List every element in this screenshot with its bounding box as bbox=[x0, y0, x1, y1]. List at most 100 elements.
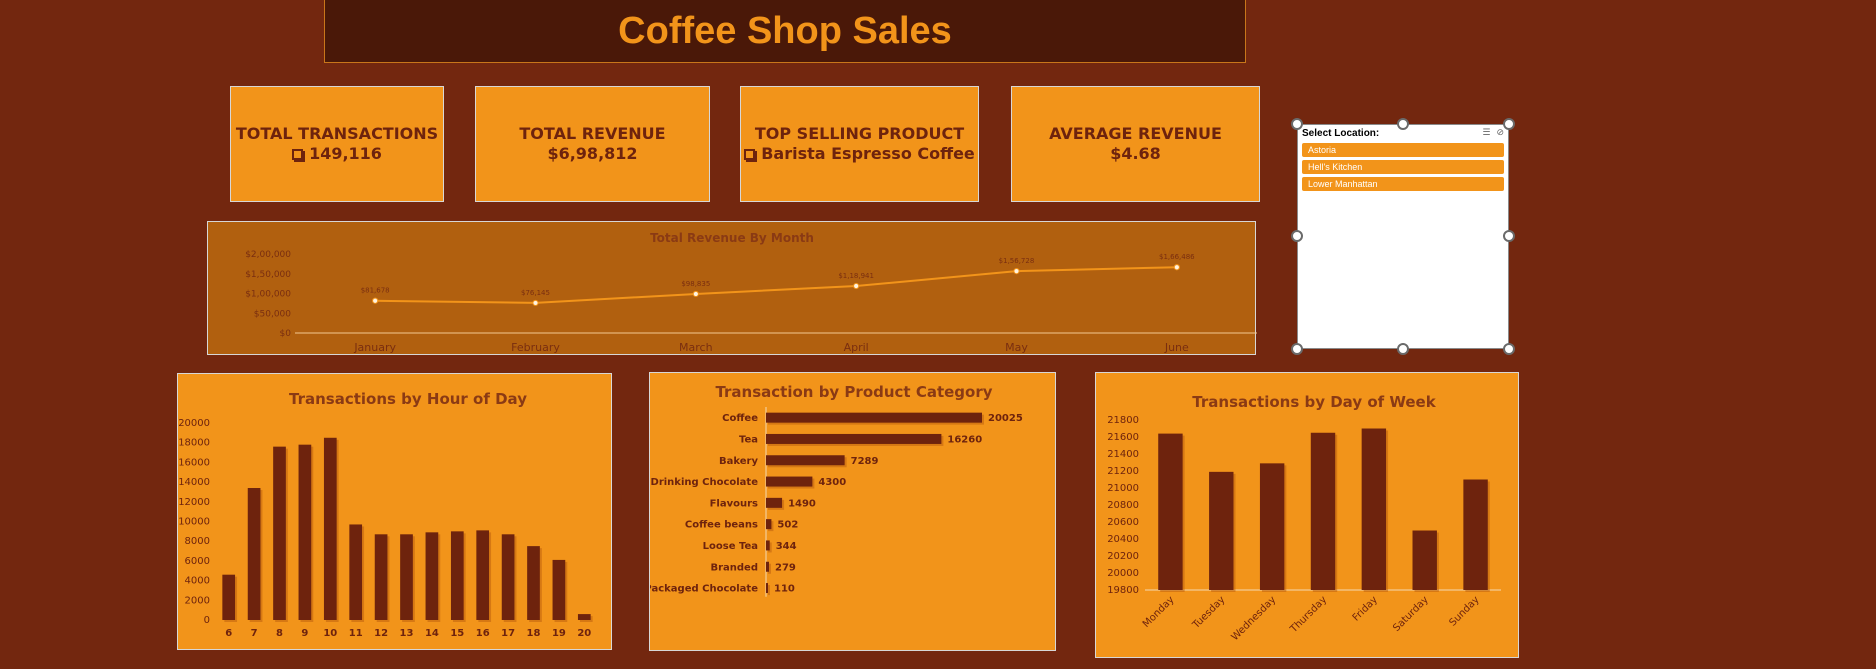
bar bbox=[1310, 432, 1336, 590]
y-tick-label: 0 bbox=[204, 615, 210, 626]
x-tick-label: Tuesday bbox=[1190, 594, 1227, 631]
data-label: 7289 bbox=[851, 456, 879, 467]
bar bbox=[222, 574, 236, 620]
y-tick-label: 20000 bbox=[1107, 568, 1139, 579]
y-tick-label: $2,00,000 bbox=[245, 250, 291, 260]
y-tick-label: 21800 bbox=[1107, 415, 1139, 426]
kpi-label: AVERAGE REVENUE bbox=[1049, 124, 1222, 143]
transactions-by-hour-svg: Transactions by Hour of Day 0 2000 4000 6000… bbox=[178, 390, 593, 639]
x-tick-label: 14 bbox=[425, 628, 439, 639]
x-tick-label: 17 bbox=[501, 628, 515, 639]
y-tick-label: 4000 bbox=[185, 576, 210, 587]
resize-handle-right[interactable] bbox=[1503, 230, 1515, 242]
data-label: $76,145 bbox=[521, 289, 550, 297]
kpi-value: 149,116 bbox=[309, 144, 382, 163]
y-tick-label: $1,50,000 bbox=[245, 270, 291, 280]
bar-shadow bbox=[768, 542, 772, 553]
x-tick-label: April bbox=[844, 341, 869, 354]
y-tick-label: 8000 bbox=[185, 536, 210, 547]
bar bbox=[323, 437, 337, 620]
bar-shadow bbox=[768, 585, 770, 596]
y-tick-label: 20400 bbox=[1107, 534, 1139, 545]
kpi-label: TOTAL REVENUE bbox=[519, 124, 666, 143]
category-label: Coffee bbox=[722, 413, 758, 424]
bar bbox=[400, 534, 413, 620]
y-tick-label: 21400 bbox=[1107, 449, 1139, 460]
x-tick-label: February bbox=[511, 341, 560, 354]
bar bbox=[766, 497, 783, 508]
data-point bbox=[692, 290, 699, 298]
x-tick-label: 20 bbox=[577, 628, 591, 639]
dashboard-title-bar: Coffee Shop Sales bbox=[324, 0, 1246, 63]
y-tick-label: 2000 bbox=[185, 595, 210, 606]
bar bbox=[476, 530, 490, 620]
bar bbox=[1259, 463, 1285, 590]
category-label: Bakery bbox=[719, 456, 758, 467]
x-tick-label: 13 bbox=[400, 628, 414, 639]
transactions-by-weekday-svg: Transactions by Day of Week 19800 20000 202… bbox=[1107, 393, 1501, 643]
resize-handle-bottom-left[interactable] bbox=[1291, 343, 1303, 355]
x-tick-label: 11 bbox=[349, 628, 363, 639]
kpi-top-selling-product: TOP SELLING PRODUCT Barista Espresso Cof… bbox=[740, 86, 979, 202]
resize-handle-left[interactable] bbox=[1291, 230, 1303, 242]
x-tick-label: 10 bbox=[323, 628, 337, 639]
x-tick-label: Wednesday bbox=[1230, 594, 1279, 643]
bar bbox=[450, 531, 464, 620]
x-tick-label: 12 bbox=[374, 628, 388, 639]
y-tick-label: $1,00,000 bbox=[245, 290, 291, 300]
bar bbox=[1158, 433, 1183, 590]
resize-handle-top-right[interactable] bbox=[1503, 118, 1515, 130]
category-label: Loose Tea bbox=[703, 541, 758, 552]
resize-handle-top[interactable] bbox=[1397, 118, 1409, 130]
x-tick-label: Friday bbox=[1351, 594, 1380, 623]
kpi-value: $4.68 bbox=[1110, 144, 1161, 163]
bar bbox=[766, 519, 772, 530]
bar bbox=[501, 534, 515, 620]
y-tick-label: 20200 bbox=[1107, 551, 1139, 562]
y-tick-label: 14000 bbox=[178, 477, 210, 488]
data-label: 4300 bbox=[818, 477, 846, 488]
y-tick-label: $0 bbox=[280, 329, 292, 339]
chart-title: Transaction by Product Category bbox=[715, 383, 992, 401]
clear-filter-icon[interactable]: ⊘ bbox=[1496, 128, 1504, 138]
series-line bbox=[375, 266, 1177, 304]
transactions-by-category-svg: Transaction by Product Category Coffee 200… bbox=[650, 383, 1023, 597]
x-tick-label: January bbox=[353, 341, 396, 354]
data-label: 110 bbox=[774, 584, 795, 595]
data-label: 279 bbox=[775, 562, 796, 573]
transactions-by-hour-chart: Transactions by Hour of Day 0 2000 4000 6000… bbox=[177, 373, 612, 650]
chart-title: Transactions by Hour of Day bbox=[289, 390, 527, 408]
x-tick-label: Thursday bbox=[1288, 594, 1329, 635]
bar bbox=[298, 444, 312, 620]
x-tick-label: 15 bbox=[450, 628, 464, 639]
resize-handle-bottom[interactable] bbox=[1397, 343, 1409, 355]
location-slicer[interactable]: Select Location: ☰ ⊘ Astoria Hell's Kitc… bbox=[1297, 124, 1509, 349]
x-tick-label: 6 bbox=[225, 628, 232, 639]
chart-title: Transactions by Day of Week bbox=[1192, 393, 1436, 411]
slicer-item-lower-manhattan[interactable]: Lower Manhattan bbox=[1302, 177, 1504, 191]
bar bbox=[766, 476, 813, 487]
resize-handle-top-left[interactable] bbox=[1291, 118, 1303, 130]
multi-select-icon[interactable]: ☰ bbox=[1482, 128, 1491, 138]
slicer-title: Select Location: bbox=[1302, 127, 1380, 139]
revenue-by-month-svg: Total Revenue By Month $0 $50,000 $1,00,000… bbox=[245, 231, 1257, 354]
slicer-item-astoria[interactable]: Astoria bbox=[1302, 143, 1504, 157]
y-tick-label: 19800 bbox=[1107, 585, 1139, 596]
bar bbox=[527, 546, 540, 620]
y-tick-label: $50,000 bbox=[254, 309, 291, 319]
data-point bbox=[853, 282, 860, 290]
bar bbox=[425, 532, 439, 620]
kpi-value: Barista Espresso Coffee bbox=[761, 144, 975, 163]
kpi-total-revenue: TOTAL REVENUE $6,98,812 bbox=[475, 86, 710, 202]
data-point bbox=[532, 299, 539, 307]
x-tick-label: 7 bbox=[251, 628, 258, 639]
bar bbox=[273, 446, 286, 620]
transactions-by-weekday-chart: Transactions by Day of Week 19800 20000 202… bbox=[1095, 372, 1519, 658]
resize-handle-bottom-right[interactable] bbox=[1503, 343, 1515, 355]
slicer-item-hells-kitchen[interactable]: Hell's Kitchen bbox=[1302, 160, 1504, 174]
x-tick-label: June bbox=[1164, 341, 1189, 354]
data-point bbox=[1013, 267, 1020, 275]
data-label: 344 bbox=[776, 541, 797, 552]
y-tick-label: 20600 bbox=[1107, 517, 1139, 528]
transactions-by-category-chart: Transaction by Product Category Coffee 200… bbox=[649, 372, 1056, 651]
